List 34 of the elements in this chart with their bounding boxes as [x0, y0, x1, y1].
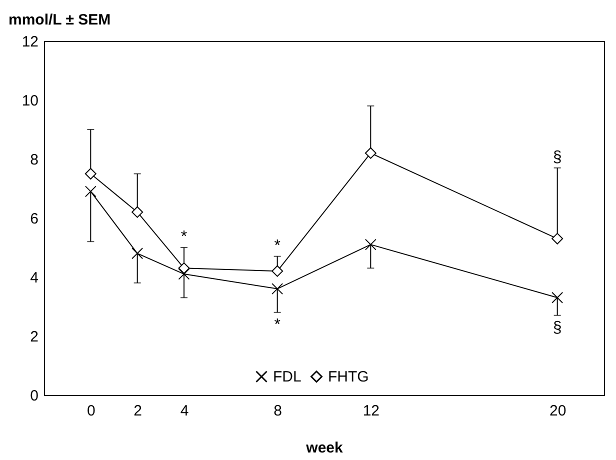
y-tick-label: 2 [30, 328, 38, 346]
y-tick-label: 6 [30, 210, 38, 228]
point [272, 265, 284, 277]
annotation: * [274, 237, 280, 254]
y-tick-label: 4 [30, 270, 38, 286]
y-axis-title: mmol/L ± SEM [8, 12, 111, 28]
point [272, 283, 284, 295]
point [178, 262, 190, 274]
point [552, 292, 564, 304]
x-tick-label: 0 [86, 402, 96, 420]
annotation: * [180, 228, 188, 246]
annotation: § [552, 319, 562, 336]
x-tick-label: 4 [180, 402, 189, 420]
x-tick-label: 8 [274, 402, 282, 420]
point [364, 147, 376, 159]
point [132, 248, 144, 260]
point [364, 238, 376, 250]
x-tick-label: 12 [362, 402, 380, 420]
annotation: § [552, 148, 562, 166]
annotation: * [274, 316, 280, 334]
x-tick-label: 2 [134, 402, 142, 420]
y-tick-label: 0 [30, 388, 38, 404]
legend-label: FHTG [328, 368, 369, 386]
y-tick-label: 12 [22, 34, 38, 50]
x-tick-label: 20 [549, 402, 566, 420]
point [178, 268, 190, 280]
point [84, 186, 96, 198]
x-axis-title: week [305, 440, 344, 456]
point [132, 206, 144, 218]
point [84, 168, 96, 180]
legend-label: FDL [273, 368, 302, 386]
y-tick-label: 10 [22, 92, 38, 110]
point [552, 232, 564, 244]
y-tick-label: 8 [30, 152, 38, 168]
